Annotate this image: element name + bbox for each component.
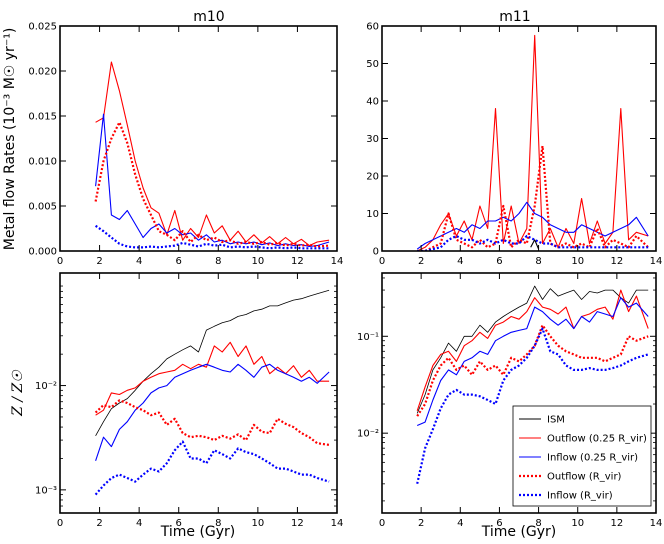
panel-m10-flow-rates: m10 0 2 4 6 8 10 12 14 0.000 0.005 0.010 0.015 0.020… — [28, 9, 343, 267]
x-tick-label: 8 — [215, 518, 221, 529]
x-tick-label: 4 — [457, 518, 463, 529]
series-line-ism — [95, 289, 330, 436]
axes-frame — [59, 272, 338, 514]
panel-m10-metallicity: 0 2 4 6 8 10 12 14 10⁻³ 10⁻² Time (Gyr) — [35, 272, 344, 540]
x-tick-label: 0 — [57, 256, 63, 267]
panel-m11-metallicity: 0 2 4 6 8 10 12 14 10⁻² 10⁻¹ Time (Gyr) ISM Outflo… — [357, 272, 663, 540]
x-tick-label: 6 — [496, 518, 502, 529]
series-line-inflow-rvir — [94, 224, 330, 250]
y-tick-label: 10⁻¹ — [357, 332, 379, 343]
legend-entry-label: ISM — [547, 415, 565, 426]
series-line-outflow-rvir — [94, 121, 330, 248]
x-axis-label: Time (Gyr) — [160, 524, 236, 540]
series-line-inflow-rvir — [94, 440, 330, 496]
series-line-ism — [530, 239, 540, 250]
x-tick-label: 4 — [136, 256, 142, 267]
y-axis-label-flow: Metal flow Rates (10⁻³ M☉ yr⁻¹) — [2, 28, 18, 251]
series-line-outflow-0-25-rvir — [95, 61, 330, 247]
x-tick-label: 12 — [291, 256, 304, 267]
x-tick-label: 14 — [331, 256, 344, 267]
panel-m11-flow-rates: m11 0 2 4 6 8 10 12 14 0 10 20 30 40 50 60 — [366, 9, 662, 267]
x-tick-label: 2 — [96, 518, 102, 529]
y-tick-label: 60 — [366, 22, 379, 33]
y-tick-label: 50 — [366, 59, 379, 70]
series-line-inflow-0-25-rvir — [416, 201, 649, 250]
series-line-inflow-rvir — [417, 234, 649, 251]
x-tick-label: 14 — [650, 256, 663, 267]
series-line-outflow-rvir — [94, 399, 330, 446]
legend: ISM Outflow (0.25 R_vir) Inflow (0.25 R_vi… — [512, 405, 652, 507]
x-tick-label: 10 — [571, 256, 584, 267]
series-line-outflow-rvir — [417, 144, 649, 251]
axes-frame — [59, 25, 338, 252]
y-tick-label: 0.000 — [28, 247, 57, 258]
y-tick-label: 0.020 — [28, 67, 57, 78]
y-tick-label: 20 — [366, 172, 379, 183]
x-tick-label: 0 — [57, 518, 63, 529]
series-line-outflow-0-25-rvir — [416, 289, 649, 411]
y-tick-label: 0 — [373, 247, 379, 258]
x-tick-label: 10 — [571, 518, 584, 529]
axes-frame — [381, 272, 657, 514]
x-tick-label: 8 — [535, 256, 541, 267]
y-tick-label: 0.015 — [28, 112, 57, 123]
series-line-inflow-0-25-rvir — [95, 363, 330, 461]
legend-entry-label: Outflow (R_vir) — [547, 472, 622, 483]
x-tick-label: 0 — [379, 256, 385, 267]
x-tick-label: 4 — [457, 256, 463, 267]
legend-entry-label: Inflow (0.25 R_vir) — [547, 453, 638, 464]
x-tick-label: 2 — [96, 256, 102, 267]
panel-title: m11 — [499, 9, 530, 25]
x-axis-label: Time (Gyr) — [481, 524, 557, 540]
x-tick-label: 14 — [650, 518, 663, 529]
legend-entry-label: Outflow (0.25 R_vir) — [547, 434, 647, 445]
y-tick-label: 0.010 — [28, 157, 57, 168]
panel-title: m10 — [193, 9, 224, 25]
x-tick-label: 12 — [291, 518, 304, 529]
y-tick-label: 0.005 — [28, 202, 57, 213]
x-tick-label: 12 — [610, 256, 623, 267]
y-axis-label-metallicity: Z / Z☉ — [10, 369, 26, 417]
x-tick-label: 6 — [176, 518, 182, 529]
y-tick-label: 30 — [366, 134, 379, 145]
series-line-inflow-rvir — [416, 327, 649, 485]
x-tick-label: 6 — [176, 256, 182, 267]
series-line-ism — [416, 285, 649, 414]
y-tick-label: 0.025 — [28, 22, 57, 33]
series-line-outflow-rvir — [416, 324, 649, 417]
x-tick-label: 14 — [331, 518, 344, 529]
y-tick-label: 10⁻² — [35, 381, 57, 392]
x-tick-label: 10 — [251, 256, 264, 267]
series-line-inflow-0-25-rvir — [416, 297, 649, 427]
legend-frame — [512, 405, 652, 507]
x-tick-label: 6 — [496, 256, 502, 267]
x-tick-label: 12 — [610, 518, 623, 529]
y-tick-label: 40 — [366, 97, 379, 108]
x-tick-label: 2 — [418, 518, 424, 529]
legend-entry-label: Inflow (R_vir) — [547, 491, 613, 502]
x-tick-label: 0 — [379, 518, 385, 529]
series-line-inflow-0-25-rvir — [95, 113, 330, 248]
x-tick-label: 10 — [251, 518, 264, 529]
x-tick-label: 8 — [215, 256, 221, 267]
y-tick-label: 10⁻² — [357, 429, 379, 440]
y-tick-label: 10 — [366, 209, 379, 220]
x-tick-label: 4 — [136, 518, 142, 529]
x-tick-label: 2 — [418, 256, 424, 267]
y-tick-label: 10⁻³ — [35, 485, 57, 496]
series-line-outflow-0-25-rvir — [95, 341, 330, 416]
x-tick-label: 8 — [535, 518, 541, 529]
